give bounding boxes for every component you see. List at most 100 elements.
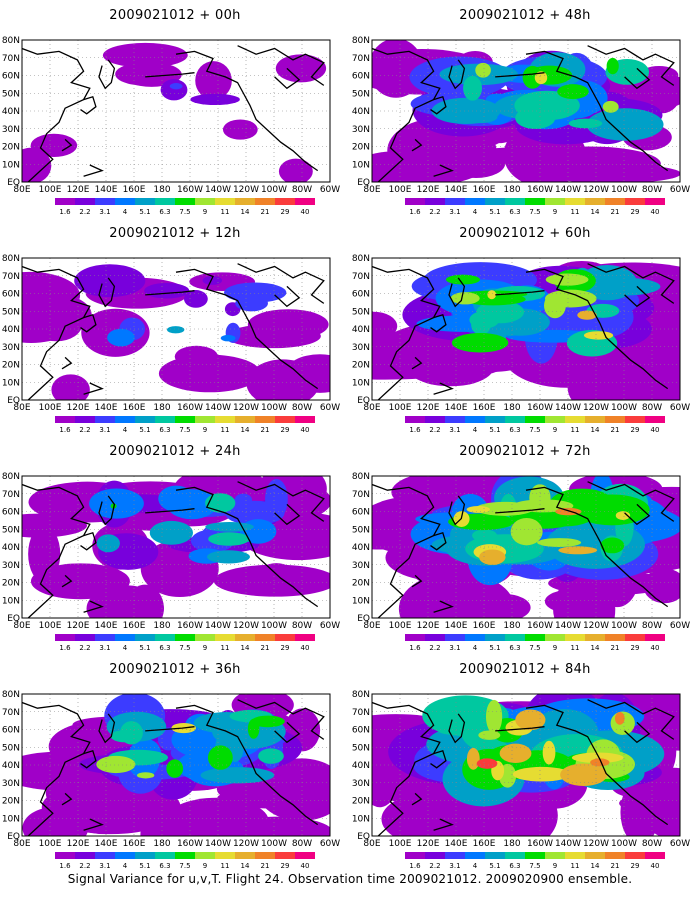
x-tick-label: 120W xyxy=(583,403,609,413)
y-tick-label: 20N xyxy=(2,361,20,371)
colorbar-swatch xyxy=(255,852,275,859)
colorbar-label: 14 xyxy=(591,862,600,870)
colorbar-swatch xyxy=(425,852,445,859)
x-tick-label: 120E xyxy=(417,839,440,849)
x-tick-label: 140E xyxy=(445,403,468,413)
x-tick-label: 160E xyxy=(473,839,496,849)
colorbar-label: 6.3 xyxy=(159,426,170,434)
field-contour xyxy=(183,290,208,308)
field-contour xyxy=(526,65,573,85)
map-frame xyxy=(21,39,331,183)
x-tick-label: 100W xyxy=(611,839,637,849)
y-tick-label: 80N xyxy=(352,472,370,482)
y-tick-label: 80N xyxy=(2,690,20,700)
colorbar-label: 6.3 xyxy=(509,644,520,652)
colorbar-swatch xyxy=(485,416,505,423)
field-contour xyxy=(22,147,52,182)
grid-lines xyxy=(372,258,680,400)
colorbar-label: 29 xyxy=(631,644,640,652)
x-tick-label: 120W xyxy=(233,185,259,195)
colorbar-swatch xyxy=(55,198,75,205)
field-contour xyxy=(22,271,81,319)
colorbar-label: 5.1 xyxy=(139,862,150,870)
figure-caption: Signal Variance for u,v,T. Flight 24. Ob… xyxy=(67,872,633,886)
field-contour xyxy=(545,273,589,286)
colorbar-label: 40 xyxy=(651,862,660,870)
x-tick-label: 140E xyxy=(445,185,468,195)
x-tick-label: 100W xyxy=(611,403,637,413)
y-tick-label: 60N xyxy=(2,508,20,518)
field-contour xyxy=(158,485,195,512)
colorbar-swatch xyxy=(195,852,215,859)
x-tick-label: 160E xyxy=(123,839,146,849)
y-tick-label: 20N xyxy=(352,361,370,371)
y-tick-label: 60N xyxy=(352,72,370,82)
colorbar-swatch xyxy=(445,634,465,641)
colorbar-label: 29 xyxy=(281,644,290,652)
x-tick-label: 100W xyxy=(261,621,287,631)
colorbar-label: 29 xyxy=(631,862,640,870)
colorbar-swatch xyxy=(525,416,545,423)
colorbar-label: 11 xyxy=(221,208,230,216)
colorbar-swatch xyxy=(585,198,605,205)
colorbar-swatch xyxy=(525,198,545,205)
y-tick-label: 80N xyxy=(352,254,370,264)
colorbar-label: 7.5 xyxy=(179,208,190,216)
x-tick-label: 160E xyxy=(123,403,146,413)
map-plot: 80E 100E 120E 140E 160E 180 160W 140W 120W 100W 80… xyxy=(352,472,690,652)
x-tick-label: 120W xyxy=(583,839,609,849)
colorbar-label: 6.3 xyxy=(159,208,170,216)
colorbar-label: 9 xyxy=(203,644,207,652)
colorbar-swatch xyxy=(295,634,315,641)
x-tick-label: 140E xyxy=(445,839,468,849)
field-contour xyxy=(583,331,614,340)
colorbar-swatch xyxy=(235,416,255,423)
colorbar-swatch xyxy=(95,416,115,423)
map-plot: 80E 100E 120E 140E 160E 180 160W 140W 120W 100W 80… xyxy=(352,254,690,434)
colorbar-label: 1.6 xyxy=(59,208,71,216)
colorbar-label: 9 xyxy=(553,644,557,652)
x-tick-label: 120W xyxy=(233,621,259,631)
field-contour xyxy=(107,328,135,347)
field-contour xyxy=(284,354,330,393)
x-tick-label: 180 xyxy=(153,403,170,413)
grid-lines xyxy=(372,40,680,182)
coastlines xyxy=(372,699,675,836)
colorbar-swatch xyxy=(485,852,505,859)
map-panel: 2009021012 + 84h 80E 100E 120E 140E 160E 180 16… xyxy=(350,654,700,879)
colorbar-swatch xyxy=(565,852,585,859)
colorbar-swatch xyxy=(255,416,275,423)
field-contour xyxy=(475,501,534,516)
field-contour xyxy=(278,158,313,182)
map-panel: 2009021012 + 48h 80E 100E 120E 140E 160E 180 16… xyxy=(350,0,700,225)
colorbar-swatch xyxy=(645,634,665,641)
colorbar-label: 1.6 xyxy=(409,862,421,870)
x-tick-label: 140W xyxy=(555,839,581,849)
y-tick-label: 20N xyxy=(2,579,20,589)
map-plot: 80E 100E 120E 140E 160E 180 160W 140W 120W 100W 80… xyxy=(2,254,340,434)
field-contour xyxy=(537,538,582,547)
colorbar-label: 6.3 xyxy=(509,426,520,434)
field-contour xyxy=(96,534,120,553)
colorbar-label: 3.1 xyxy=(99,862,110,870)
x-tick-label: 120E xyxy=(67,185,90,195)
colorbar-label: 3.1 xyxy=(99,426,110,434)
colorbar-label: 40 xyxy=(301,862,310,870)
colorbar-swatch xyxy=(295,198,315,205)
x-tick-label: 80E xyxy=(363,185,380,195)
colorbar-label: 2.2 xyxy=(429,862,440,870)
y-tick-label: 80N xyxy=(2,254,20,264)
field-contour xyxy=(96,755,136,774)
colorbar-swatch xyxy=(55,634,75,641)
x-tick-label: 60W xyxy=(320,403,340,413)
colorbar-swatch xyxy=(505,634,525,641)
field-contour xyxy=(568,118,603,129)
y-tick-label: 20N xyxy=(352,797,370,807)
field-contour xyxy=(514,90,580,121)
x-tick-label: 60W xyxy=(670,403,690,413)
field-contour xyxy=(485,699,503,734)
colorbar-swatch xyxy=(55,852,75,859)
y-tick-label: 30N xyxy=(352,561,370,571)
y-tick-label: 40N xyxy=(2,543,20,553)
colorbar-swatch xyxy=(465,852,485,859)
